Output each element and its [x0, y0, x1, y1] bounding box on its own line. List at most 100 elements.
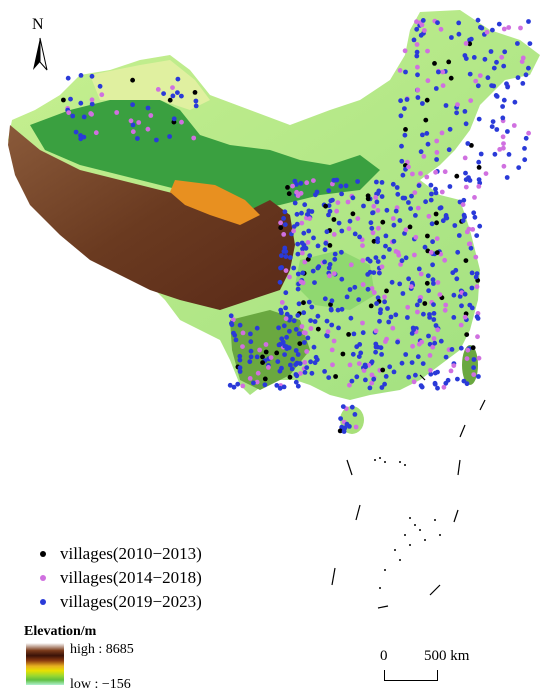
village-dot [297, 341, 303, 346]
village-dot [290, 356, 295, 362]
village-dot [526, 19, 531, 24]
village-dot [380, 219, 386, 225]
village-dot [478, 24, 483, 30]
village-dot [425, 233, 430, 239]
village-dot [235, 381, 241, 387]
village-dot [387, 364, 393, 370]
village-dot [471, 357, 477, 362]
village-dot [489, 124, 495, 129]
village-dot [463, 258, 469, 263]
village-dot [352, 231, 358, 237]
village-dot [462, 291, 468, 297]
village-dot [328, 307, 334, 313]
village-dot [305, 335, 311, 341]
village-dot [360, 243, 365, 249]
village-dot [424, 97, 430, 103]
village-dot [441, 384, 447, 390]
village-dot [327, 273, 332, 279]
village-dot [240, 344, 245, 349]
village-dot [477, 223, 483, 229]
village-dot [304, 349, 310, 354]
village-dot [414, 26, 420, 32]
village-dot [501, 26, 507, 32]
village-dot [411, 327, 416, 333]
sichuan-basin [295, 250, 375, 310]
village-dot [414, 302, 420, 308]
village-dot [415, 64, 420, 70]
village-dot [367, 258, 373, 264]
village-dot [402, 106, 407, 111]
village-dot [399, 158, 405, 164]
village-dot [488, 49, 494, 54]
village-dot [237, 365, 243, 371]
village-dot [397, 68, 403, 73]
village-dot [395, 191, 401, 197]
village-dot [424, 174, 430, 180]
village-dot [429, 221, 435, 227]
village-dot [456, 233, 462, 238]
legend-label: villages(2010−2013) [60, 544, 202, 563]
village-dot [410, 343, 415, 349]
village-dot [522, 157, 528, 163]
village-dot [278, 220, 283, 226]
village-dot [482, 56, 488, 62]
village-dot [400, 195, 406, 201]
village-dot [291, 318, 297, 324]
village-dot [494, 127, 500, 132]
village-dot [322, 247, 328, 253]
village-dot [462, 214, 467, 220]
village-dot [301, 300, 306, 306]
village-dot [475, 83, 481, 89]
village-dot [408, 284, 414, 289]
village-dot [462, 314, 468, 320]
village-dot [434, 236, 440, 242]
village-dot [369, 286, 375, 291]
village-dot [306, 228, 312, 234]
village-dot [429, 191, 434, 197]
village-dot [65, 75, 71, 81]
village-dot [403, 227, 409, 233]
village-dot [68, 96, 73, 102]
village-dot [283, 249, 289, 255]
village-dot [309, 370, 315, 376]
village-dot [295, 241, 301, 247]
village-dot [373, 328, 379, 334]
north-arrow-icon [33, 37, 48, 71]
village-dot [456, 31, 462, 37]
village-dot [406, 374, 412, 380]
village-dot [383, 339, 388, 344]
village-dot [325, 329, 331, 335]
village-dot [300, 270, 306, 276]
village-dot [414, 49, 420, 55]
village-dot [324, 229, 330, 235]
village-dot [442, 169, 448, 175]
village-dot [347, 362, 353, 368]
village-dot [369, 380, 375, 386]
village-dot [274, 383, 280, 388]
village-dot [339, 191, 344, 197]
village-dot [443, 354, 449, 360]
village-dot [433, 211, 439, 217]
village-dot [425, 48, 430, 54]
village-dot [371, 203, 377, 209]
village-dot [432, 61, 437, 66]
village-dot [420, 132, 425, 138]
village-dot [291, 228, 296, 234]
village-dot [434, 220, 439, 226]
village-dot [333, 374, 338, 379]
village-dot [451, 363, 457, 368]
village-dot [416, 341, 422, 347]
village-dot [322, 296, 328, 302]
village-dot [406, 200, 411, 205]
village-dot [331, 338, 337, 344]
village-dot [460, 218, 466, 224]
village-dot [340, 404, 346, 409]
village-dot [81, 134, 87, 140]
village-dot [390, 325, 396, 331]
village-dot [435, 385, 440, 391]
village-dot [476, 355, 482, 361]
village-dot [471, 210, 477, 216]
village-dot [440, 218, 446, 224]
village-dot [478, 151, 484, 157]
